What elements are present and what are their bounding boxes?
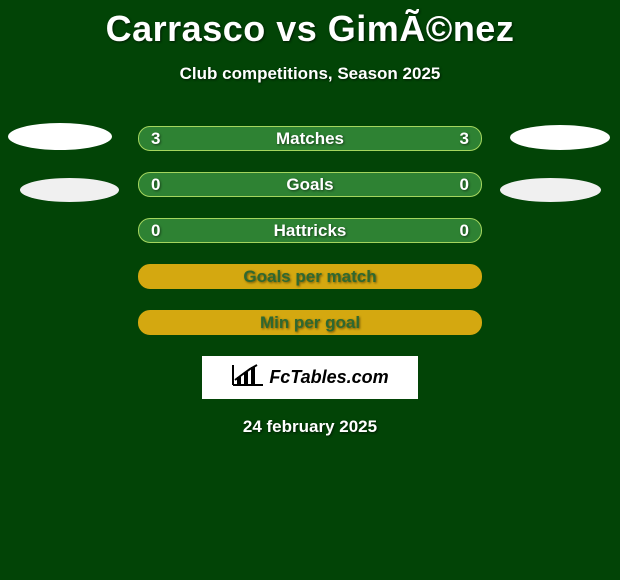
stat-left-value: 0 (151, 175, 160, 195)
ellipse-mid-right (500, 178, 601, 202)
stat-label: Min per goal (260, 313, 360, 333)
ellipse-top-right (510, 125, 610, 150)
source-badge-text: FcTables.com (269, 367, 388, 388)
stat-row-goals: 0 Goals 0 (138, 172, 482, 197)
stat-row-matches: 3 Matches 3 (138, 126, 482, 151)
date-label: 24 february 2025 (0, 417, 620, 437)
stat-row-goals-per-match: Goals per match (138, 264, 482, 289)
stat-right-value: 0 (460, 221, 469, 241)
stat-label: Goals (286, 175, 333, 195)
bar-chart-icon (231, 363, 265, 392)
ellipse-top-left (8, 123, 112, 150)
stat-left-value: 0 (151, 221, 160, 241)
stat-right-value: 0 (460, 175, 469, 195)
stats-container: 3 Matches 3 0 Goals 0 0 Hattricks 0 Goal… (0, 126, 620, 335)
ellipse-mid-left (20, 178, 119, 202)
page-title: Carrasco vs GimÃ©nez (0, 0, 620, 50)
stat-right-value: 3 (460, 129, 469, 149)
source-badge: FcTables.com (202, 356, 418, 399)
stat-label: Hattricks (274, 221, 347, 241)
stat-row-min-per-goal: Min per goal (138, 310, 482, 335)
stat-label: Goals per match (243, 267, 376, 287)
subtitle: Club competitions, Season 2025 (0, 64, 620, 84)
stat-label: Matches (276, 129, 344, 149)
stat-row-hattricks: 0 Hattricks 0 (138, 218, 482, 243)
stat-left-value: 3 (151, 129, 160, 149)
